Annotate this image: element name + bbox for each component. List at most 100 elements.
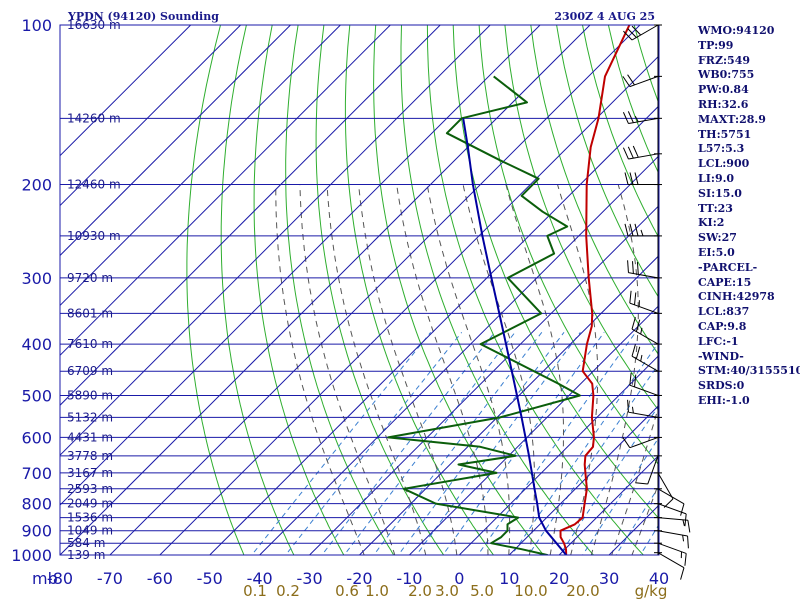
pressure-tick-label: 800 xyxy=(21,495,52,514)
altitude-label: 12460 m xyxy=(67,178,121,192)
wind-barb-feather xyxy=(623,30,633,41)
mixing-ratio-line xyxy=(442,332,605,555)
wind-barb-feather xyxy=(636,262,639,275)
index-item: FRZ:549 xyxy=(698,53,751,67)
wind-barb-feather xyxy=(624,172,629,185)
index-item: RH:32.6 xyxy=(698,97,749,111)
wind-barb-feather xyxy=(640,354,643,362)
moist-adiabat xyxy=(358,184,458,555)
wind-barb-feather xyxy=(682,535,685,542)
wind-barb-feather xyxy=(622,147,629,160)
wind-barb xyxy=(647,455,659,485)
isotherm xyxy=(409,304,659,555)
isotherm xyxy=(60,25,591,555)
mixing-ratio-line xyxy=(343,331,516,555)
mixing-ratio-line xyxy=(559,404,659,555)
mixing-ratio-label: 10.0 xyxy=(514,582,547,600)
wind-barb-feather xyxy=(635,319,641,332)
index-item: STM:40/315551040 xyxy=(698,364,800,378)
wind-barb-feather xyxy=(634,223,639,237)
moist-adiabat xyxy=(326,184,427,555)
index-item: EHI:-1.0 xyxy=(698,393,750,407)
mixing-ratio-line xyxy=(477,332,637,555)
mixing-ratio-label: 3.0 xyxy=(435,582,459,600)
wind-barb xyxy=(629,436,659,449)
wind-barb-column xyxy=(622,24,691,580)
pressure-tick-label: 400 xyxy=(21,335,52,354)
index-item: L57:5.3 xyxy=(698,142,745,156)
isotherm xyxy=(60,25,291,257)
wind-barb-feather xyxy=(627,111,634,123)
index-item: WMO:94120 xyxy=(698,24,775,37)
isotherm xyxy=(558,454,659,555)
index-item: WB0:755 xyxy=(698,68,755,82)
mixing-ratio-line xyxy=(321,331,496,555)
pressure-unit-label: mb xyxy=(32,569,58,588)
wind-barb xyxy=(629,384,659,396)
isotherm xyxy=(359,254,659,555)
isotherm xyxy=(109,25,641,555)
frame-layer xyxy=(59,24,660,556)
wind-barb-feather xyxy=(622,112,629,124)
wind-barb-feather xyxy=(635,346,641,359)
index-item: EI:5.0 xyxy=(698,245,735,259)
wind-barb xyxy=(657,552,685,569)
moist-adiabat xyxy=(396,184,489,555)
mixing-ratio-line xyxy=(373,331,543,555)
pressure-tick-label: 900 xyxy=(21,522,52,541)
isotherm xyxy=(259,154,659,555)
wind-barb-feather xyxy=(634,374,637,387)
mixing-ratio-line xyxy=(397,331,565,555)
pressure-tick-label: 300 xyxy=(21,269,52,288)
altitude-label: 7610 m xyxy=(67,337,113,351)
sounding-time: 2300Z 4 AUG 25 xyxy=(554,10,655,23)
pressure-tick-label: 1000 xyxy=(11,546,52,565)
mixing-ratio-label: g/kg xyxy=(635,582,668,600)
isotherm xyxy=(458,354,659,555)
isotherm xyxy=(60,25,192,157)
stability-index-panel: WMO:94120 TP:99 FRZ:549 WB0:755 PW:0.84 RH:32… xyxy=(698,24,800,409)
wind-barb-feather xyxy=(684,553,687,566)
index-item: SRDS:0 xyxy=(698,379,745,393)
moist-adiabat xyxy=(557,184,599,555)
mixing-ratio-line xyxy=(639,523,659,555)
temperature-tick-label: 10 xyxy=(499,569,519,588)
wind-barb-feather xyxy=(627,74,635,86)
mixing-ratio-line xyxy=(511,341,659,555)
index-item: SI:15.0 xyxy=(698,186,742,200)
moist-adiabat xyxy=(505,184,564,555)
wind-barb-feather xyxy=(634,292,637,305)
wind-barb xyxy=(628,272,659,279)
isotherm xyxy=(60,25,541,506)
wind-barb-feather xyxy=(627,260,629,273)
isotherm xyxy=(60,25,241,207)
temperature-tick-label: -30 xyxy=(297,569,323,588)
mixing-ratio-label: 0.6 xyxy=(335,582,359,600)
dry-adiabat xyxy=(344,25,495,555)
mixing-ratio-label: 0.1 xyxy=(243,582,267,600)
wind-barb-feather xyxy=(627,28,637,38)
altitude-label: 139 m xyxy=(67,548,105,562)
index-item: PW:0.84 xyxy=(698,83,749,97)
wind-barb-feather xyxy=(684,513,687,527)
wind-barb-feather xyxy=(663,498,674,508)
altitude-label: 3778 m xyxy=(67,449,113,463)
temperature-tick-label: 30 xyxy=(599,569,619,588)
dewpoint-trace xyxy=(387,75,581,555)
isotherm xyxy=(508,404,659,555)
wind-barb-feather xyxy=(629,223,634,237)
mixing-ratio-label: 5.0 xyxy=(470,582,494,600)
mixing-ratio-label: 2.0 xyxy=(408,582,432,600)
mixing-ratio-line xyxy=(527,362,659,555)
isotherm xyxy=(60,25,341,307)
wind-barb-feather xyxy=(687,520,691,533)
pressure-tick-label: 600 xyxy=(21,428,52,447)
temperature-tick-label: 40 xyxy=(649,569,669,588)
wind-barb-feather xyxy=(631,406,634,414)
index-item: CAP:9.8 xyxy=(698,319,747,333)
wind-barb-feather xyxy=(631,344,636,357)
wind-barb-feather xyxy=(632,145,639,158)
altitude-label: 1536 m xyxy=(67,511,113,525)
